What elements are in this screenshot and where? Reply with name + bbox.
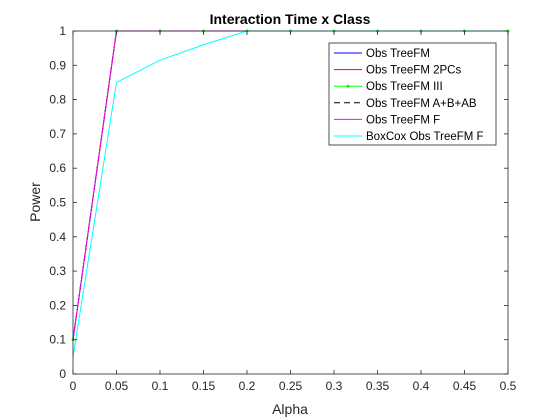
y-tick-label: 0 xyxy=(59,367,66,381)
x-tick-label: 0.25 xyxy=(279,379,303,393)
x-axis-label: Alpha xyxy=(272,401,308,417)
x-tick-label: 0.2 xyxy=(239,379,256,393)
y-tick-label: 1 xyxy=(59,24,66,38)
x-tick-label: 0.15 xyxy=(192,379,216,393)
x-tick-label: 0 xyxy=(70,379,77,393)
y-tick-label: 0.2 xyxy=(49,298,66,312)
legend: Obs TreeFM Obs TreeFM 2PCs Obs TreeFM III O… xyxy=(328,42,497,146)
legend-label-2: Obs TreeFM III xyxy=(366,81,443,93)
legend-label-1: Obs TreeFM 2PCs xyxy=(366,65,461,77)
y-tick-label: 0.3 xyxy=(49,264,66,278)
chart-title: Interaction Time x Class xyxy=(210,11,371,27)
x-tick-label: 0.35 xyxy=(366,379,390,393)
y-tick-label: 0.8 xyxy=(49,93,66,107)
x-tick-label: 0.5 xyxy=(500,379,517,393)
ticks-layer: 0 0.05 0.1 0.15 0.2 0.25 0.3 0.35 0.4 0.45 0.5 0 0.1… xyxy=(49,24,516,393)
y-tick-label: 0.6 xyxy=(49,161,66,175)
y-tick-label: 0.9 xyxy=(49,58,66,72)
legend-label-5: BoxCox Obs TreeFM F xyxy=(366,131,484,143)
legend-box xyxy=(328,42,497,146)
x-tick-label: 0.1 xyxy=(152,379,169,393)
x-tick-label: 0.45 xyxy=(453,379,477,393)
legend-label-0: Obs TreeFM xyxy=(366,48,430,60)
y-tick-label: 0.7 xyxy=(49,127,66,141)
x-tick-label: 0.05 xyxy=(105,379,129,393)
legend-label-3: Obs TreeFM A+B+AB xyxy=(366,98,477,110)
y-tick-label: 0.1 xyxy=(49,333,66,347)
legend-entries: Obs TreeFM Obs TreeFM 2PCs Obs TreeFM III O… xyxy=(334,48,484,143)
y-tick-label: 0.4 xyxy=(49,230,66,244)
legend-marker-2 xyxy=(346,84,350,88)
x-tick-label: 0.3 xyxy=(326,379,343,393)
y-tick-label: 0.5 xyxy=(49,196,66,210)
x-tick-label: 0.4 xyxy=(413,379,430,393)
legend-label-4: Obs TreeFM F xyxy=(366,114,440,126)
y-axis-label: Power xyxy=(27,182,43,222)
